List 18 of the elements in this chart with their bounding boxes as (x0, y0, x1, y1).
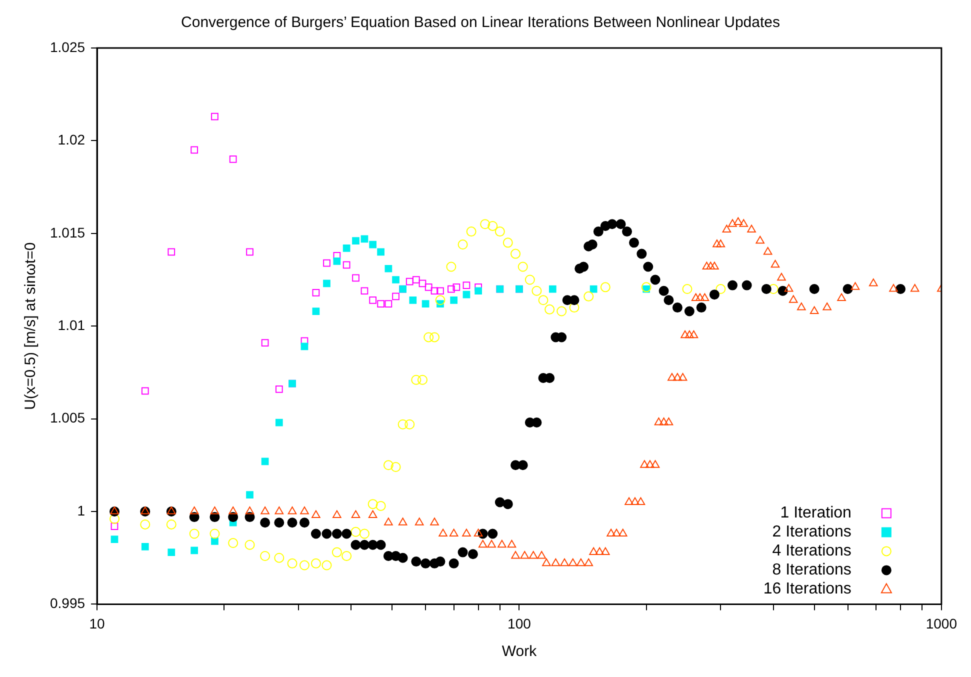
y-tick-label: 1.01 (58, 316, 86, 333)
x-tick-label: 1000 (926, 615, 958, 632)
y-axis-title: U(x=0.5) [m/s] at sinωt=0 (22, 242, 40, 410)
x-tick-label: 100 (508, 615, 532, 632)
legend-label: 8 Iterations (772, 562, 852, 579)
y-tick-label: 1.025 (50, 38, 86, 55)
y-tick-label: 1.005 (50, 410, 86, 426)
y-tick-label: 1 (77, 502, 86, 518)
x-axis-title: Work (502, 643, 538, 660)
legend-label: 1 Iteration (780, 504, 852, 522)
x-tick-label: 10 (89, 615, 106, 632)
y-tick-label: 1.015 (50, 224, 86, 240)
chart-title: Convergence of Burgers’ Equation Based on Linear Iterations Between Nonlinear Updates (181, 14, 780, 32)
legend-label: 2 Iterations (772, 524, 852, 541)
y-tick-label: 1.02 (58, 132, 86, 148)
legend-label: 16 Iterations (763, 580, 852, 598)
legend-label: 4 Iterations (772, 542, 852, 560)
y-tick-label: 0.995 (50, 595, 86, 612)
